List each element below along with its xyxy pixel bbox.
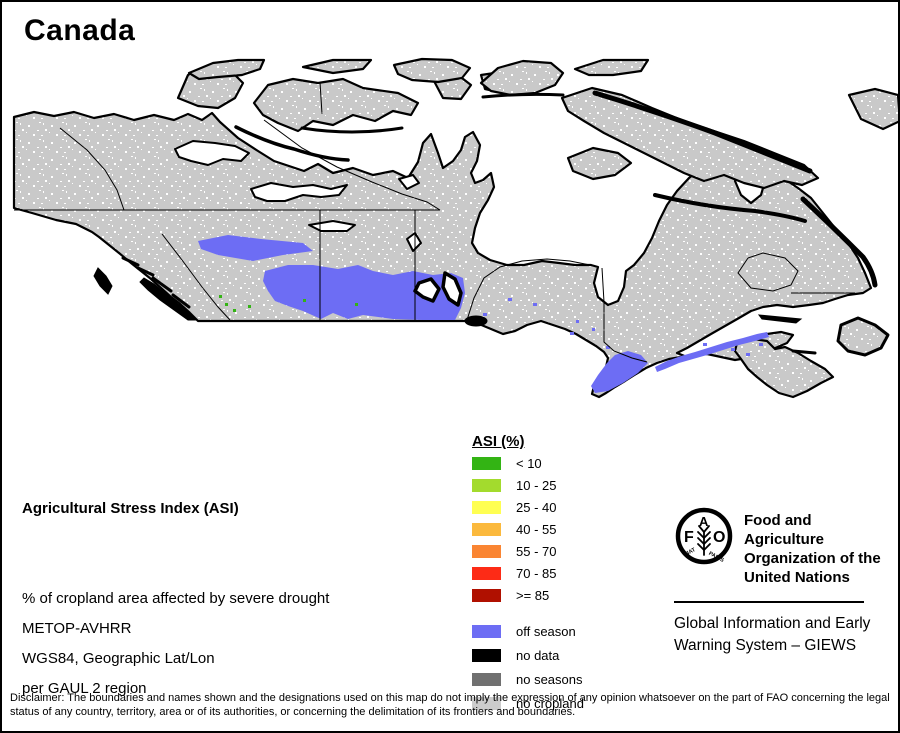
great-slave-lake bbox=[250, 182, 348, 202]
legend-row: < 10 bbox=[472, 456, 584, 471]
svg-text:F: F bbox=[684, 529, 694, 546]
legend-swatch bbox=[472, 625, 501, 638]
svg-text:O: O bbox=[713, 529, 725, 546]
offseason-peace-river bbox=[198, 235, 313, 261]
legend-swatch bbox=[472, 589, 501, 602]
legend-label: >= 85 bbox=[516, 588, 550, 603]
lake-of-the-woods bbox=[464, 315, 488, 327]
legend-swatch bbox=[472, 523, 501, 536]
legend-label: 10 - 25 bbox=[516, 478, 557, 493]
map-info-block: Agricultural Stress Index (ASI) % of cro… bbox=[22, 434, 330, 731]
map-meta-block: METOP-AVHRR WGS84, Geographic Lat/Lon bbox=[22, 614, 215, 674]
maritimes-land bbox=[733, 337, 835, 399]
legend-swatch bbox=[472, 673, 501, 686]
fao-org-line1: Food and Agriculture bbox=[744, 512, 825, 548]
prince-edward-island bbox=[791, 349, 817, 355]
legend-swatch bbox=[472, 457, 501, 470]
ellesmere-fragment bbox=[573, 58, 650, 77]
asi-heading: Agricultural Stress Index (ASI) bbox=[22, 500, 239, 517]
svg-text:FIAT: FIAT bbox=[683, 547, 697, 558]
legend-gap bbox=[472, 611, 584, 625]
legend-swatch bbox=[472, 545, 501, 558]
offseason-south-ontario bbox=[591, 351, 648, 393]
legend-label: no data bbox=[516, 648, 560, 663]
coronation-gulf-coast bbox=[234, 125, 350, 162]
legend-row: 10 - 25 bbox=[472, 478, 584, 493]
haida-gwaii bbox=[93, 267, 113, 295]
victoria-island bbox=[252, 77, 420, 133]
sensor-name: METOP-AVHRR bbox=[22, 620, 132, 637]
projection-name: WGS84, Geographic Lat/Lon bbox=[22, 650, 215, 667]
legend-label: 70 - 85 bbox=[516, 566, 557, 581]
fao-divider bbox=[674, 601, 864, 603]
lake-winnipeg bbox=[441, 271, 463, 307]
lancaster-sound-coast bbox=[481, 92, 565, 99]
dubawnt-lake bbox=[398, 174, 420, 190]
legend-row: no cropland bbox=[472, 696, 584, 711]
baffin-ne-coast bbox=[592, 90, 813, 174]
legend-asi-classes: < 10 10 - 25 25 - 40 40 - 55 55 - 70 70 - 85 >… bbox=[472, 456, 584, 603]
legend-row: no seasons bbox=[472, 672, 584, 687]
legend-label: no seasons bbox=[516, 672, 583, 687]
wheat-ear-icon bbox=[697, 525, 711, 556]
reindeer-lake bbox=[406, 232, 422, 252]
legend-row: off season bbox=[472, 624, 584, 639]
asi-green-specks bbox=[219, 295, 358, 312]
top-island-a bbox=[187, 58, 266, 81]
legend-label: no cropland bbox=[516, 696, 584, 711]
southampton-island bbox=[566, 146, 633, 181]
legend-swatch bbox=[472, 649, 501, 662]
giews-line2: Warning System – GIEWS bbox=[674, 637, 857, 654]
hudson-strait-coast bbox=[653, 193, 807, 223]
legend-status-classes: off season no data no seasons no cropland bbox=[472, 624, 584, 711]
page-title: Canada bbox=[24, 14, 136, 47]
bylot-corner-land bbox=[847, 87, 898, 131]
disclaimer-text: Disclaimer: The boundaries and names sho… bbox=[10, 692, 890, 718]
fao-top: F A O FIAT PANIS Food and Agriculture Or… bbox=[674, 506, 886, 587]
giews-label: Global Information and Early Warning Sys… bbox=[674, 613, 886, 657]
labrador-ne-coast bbox=[800, 196, 878, 288]
offseason-st-lawrence bbox=[655, 332, 769, 372]
legend-row: >= 85 bbox=[472, 588, 584, 603]
legend-label: off season bbox=[516, 624, 576, 639]
svg-text:A: A bbox=[699, 514, 709, 529]
fao-logo-icon: F A O FIAT PANIS bbox=[675, 507, 733, 565]
vancouver-island bbox=[139, 277, 198, 321]
legend-swatch bbox=[472, 567, 501, 580]
legend-label: < 10 bbox=[516, 456, 542, 471]
top-island-b bbox=[301, 58, 373, 75]
legend-row: 55 - 70 bbox=[472, 544, 584, 559]
canada-asi-map: .landfill{fill:var(--map-land,#c9c9c9);}… bbox=[12, 57, 898, 399]
great-bear-lake bbox=[174, 140, 250, 166]
legend-label: 55 - 70 bbox=[516, 544, 557, 559]
victoria-south-coast bbox=[300, 126, 404, 134]
legend-row: 70 - 85 bbox=[472, 566, 584, 581]
legend-label: 40 - 55 bbox=[516, 522, 557, 537]
asi-description: % of cropland area affected by severe dr… bbox=[22, 590, 330, 607]
fao-block: F A O FIAT PANIS Food and Agriculture Or… bbox=[674, 506, 886, 657]
devon-island bbox=[479, 59, 565, 97]
fao-org-line3: United Nations bbox=[744, 569, 850, 586]
legend-title: ASI (%) bbox=[472, 433, 525, 450]
legend-row: 40 - 55 bbox=[472, 522, 584, 537]
offseason-specks bbox=[216, 243, 763, 356]
newfoundland-island bbox=[836, 316, 890, 357]
fao-org-line2: Organization of the bbox=[744, 550, 881, 567]
fao-org-name: Food and Agriculture Organization of the… bbox=[744, 506, 886, 587]
giews-line1: Global Information and Early bbox=[674, 615, 871, 632]
legend-swatch bbox=[472, 479, 501, 492]
legend-row: 25 - 40 bbox=[472, 500, 584, 515]
asi-region-level: per GAUL 2 region bbox=[22, 680, 147, 697]
top-island-c bbox=[392, 57, 472, 84]
legend-swatch bbox=[472, 697, 501, 710]
legend-swatch bbox=[472, 501, 501, 514]
legend-label: 25 - 40 bbox=[516, 500, 557, 515]
province-boundaries bbox=[14, 81, 855, 363]
legend-row: no data bbox=[472, 648, 584, 663]
anticosti-island bbox=[757, 314, 803, 324]
bc-fjord-coast bbox=[121, 256, 191, 309]
asi-legend: ASI (%) < 10 10 - 25 25 - 40 40 - 55 55 - 70… bbox=[472, 433, 584, 721]
